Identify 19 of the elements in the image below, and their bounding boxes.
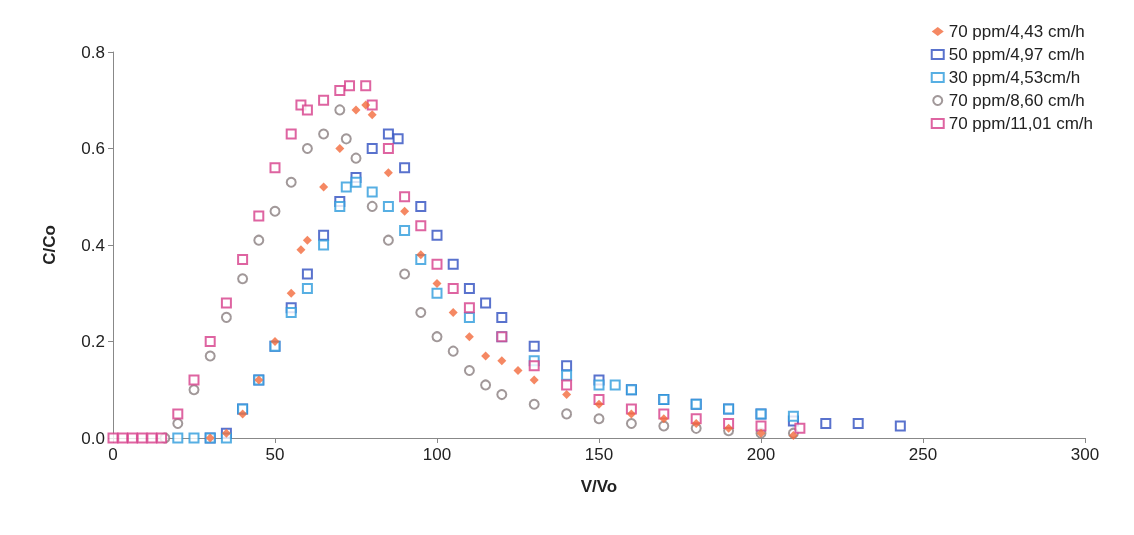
x-tick-label: 300 <box>1070 445 1100 464</box>
x-tick-label: 150 <box>584 445 614 464</box>
y-tick-label: 0.4 <box>81 235 105 255</box>
x-tick-label: 200 <box>746 445 776 464</box>
y-tick-label: 0.2 <box>81 332 105 351</box>
y-tick-label: 0.6 <box>81 139 105 158</box>
x-tick-label: 0 <box>108 445 118 464</box>
legend-label: 70 ppm/4,43 cm/h <box>948 22 1085 41</box>
x-tick-label: 250 <box>908 445 938 464</box>
legend-label: 70 ppm/11,01 cm/h <box>948 114 1094 133</box>
x-tick-label: 50 <box>265 445 285 464</box>
y-tick-label: 0.8 <box>81 42 105 62</box>
legend-label: 70 ppm/8,60 cm/h <box>948 91 1085 110</box>
x-axis-title: V/Vo <box>580 477 618 496</box>
legend-label: 30 ppm/4,53cm/h <box>948 68 1081 87</box>
legend-label: 50 ppm/4,97 cm/h <box>948 45 1085 64</box>
y-axis-title: C/Co <box>40 225 59 265</box>
y-tick-label: 0.0 <box>81 428 105 448</box>
x-tick-label: 100 <box>422 445 452 464</box>
